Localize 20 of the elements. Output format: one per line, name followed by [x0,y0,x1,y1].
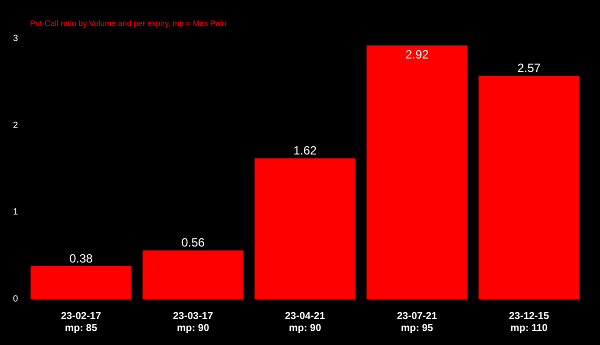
x-tick-label: 23-07-21 mp: 95 [396,310,438,334]
y-tick-label: 1 [12,206,18,217]
x-tick-label: 23-03-17 mp: 90 [172,310,214,334]
data-label: 1.62 [293,144,318,158]
y-tick-label: 2 [12,120,18,130]
x-tick-label: 23-12-15 mp: 110 [508,310,550,334]
data-label: 0.56 [181,236,206,250]
bar [366,45,468,299]
bar [254,158,356,299]
x-tick-label: 23-02-17 mp: 85 [60,310,102,334]
bar [478,76,580,299]
bar [142,250,244,299]
data-label: 2.92 [405,48,430,62]
y-tick-label: 0 [12,293,18,304]
x-tick-label: 23-04-21 mp: 90 [284,310,326,334]
bar [30,266,132,299]
chart-subtitle: Put-Call ratio by Volume and per expiry, mp = Max Pain [30,19,226,28]
y-tick-label: 3 [12,32,18,43]
data-label: 0.38 [69,251,94,266]
data-label: 2.57 [517,61,542,76]
